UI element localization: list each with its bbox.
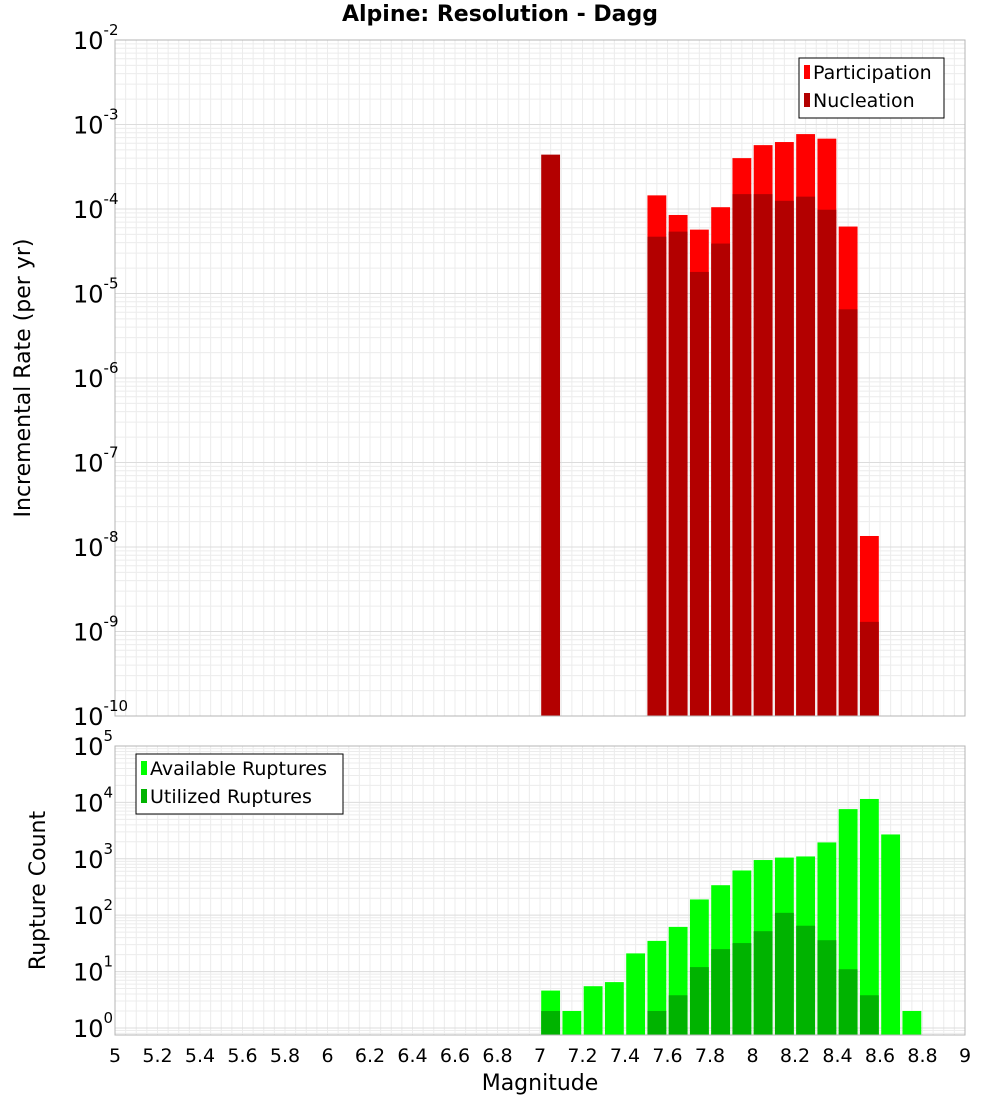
magnitude-x-axis-label: Magnitude [482, 1071, 599, 1096]
y-tick-label: 100 [73, 1009, 113, 1043]
available-ruptures-bar [859, 798, 879, 1035]
x-tick-label: 8.6 [865, 1045, 895, 1067]
rate-grid [114, 39, 966, 717]
x-tick-label: 5.4 [185, 1045, 215, 1067]
count-y-ticks: 100 101 102 103 104 105 [73, 727, 113, 1043]
x-tick-label: 8.4 [822, 1045, 852, 1067]
utilized-ruptures-bar [774, 912, 794, 1035]
count-plot: 100 101 102 103 104 105 5 5.2 5.4 5.6 5.8 6 6.2 6.4 6… [26, 727, 971, 1096]
y-tick-label: 10-4 [73, 190, 119, 224]
x-tick-label: 9 [959, 1045, 971, 1067]
x-tick-label: 7.2 [567, 1045, 597, 1067]
magnitude-x-ticks: 5 5.2 5.4 5.6 5.8 6 6.2 6.4 6.6 6.8 7 7.2 7.4 7.6 7.8 8… [109, 1045, 971, 1067]
utilized-ruptures-bar [689, 967, 709, 1035]
x-tick-label: 6 [321, 1045, 333, 1067]
nucleation-bar [838, 309, 858, 716]
x-tick-label: 7 [534, 1045, 546, 1067]
rate-legend: Participation Nucleation [798, 57, 945, 119]
y-tick-label: 103 [73, 840, 113, 874]
y-tick-label: 10-10 [73, 697, 128, 731]
utilized-ruptures-bar [668, 995, 688, 1035]
y-tick-label: 10-9 [73, 613, 119, 647]
utilized-ruptures-bar [817, 940, 837, 1035]
y-tick-label: 10-3 [73, 106, 119, 140]
y-tick-label: 10-6 [73, 359, 119, 393]
nucleation-bar [774, 200, 794, 717]
y-tick-label: 101 [73, 953, 113, 987]
rate-plot-frame [114, 39, 966, 717]
available-ruptures-bar [626, 953, 646, 1035]
nucleation-bar [859, 621, 879, 716]
utilized-ruptures-bar [753, 931, 773, 1035]
chart-title: Alpine: Resolution - Dagg [341, 2, 659, 27]
y-tick-label: 10-8 [73, 528, 119, 562]
x-tick-label: 6.4 [397, 1045, 427, 1067]
utilized-ruptures-bar [711, 949, 731, 1035]
nucleation-bar [753, 194, 773, 716]
rate-bars [541, 134, 879, 717]
x-tick-label: 5.8 [270, 1045, 300, 1067]
nucleation-bar [668, 231, 688, 716]
count-legend: Available Ruptures Utilized Ruptures [135, 753, 344, 815]
nucleation-bar [647, 236, 667, 716]
legend-swatch [804, 93, 810, 107]
utilized-ruptures-bar [838, 969, 858, 1035]
x-tick-label: 7.4 [610, 1045, 640, 1067]
x-tick-label: 7.6 [652, 1045, 682, 1067]
x-tick-label: 5.2 [142, 1045, 172, 1067]
nucleation-bar [689, 271, 709, 716]
utilized-ruptures-bar [796, 925, 816, 1035]
utilized-ruptures-bar [859, 995, 879, 1035]
available-ruptures-bar [604, 982, 624, 1035]
legend-swatch [141, 761, 147, 775]
available-ruptures-bar [562, 1010, 582, 1035]
y-tick-label: 104 [73, 783, 113, 817]
utilized-ruptures-bar [732, 943, 752, 1035]
x-tick-label: 8 [746, 1045, 758, 1067]
available-ruptures-bar [583, 986, 603, 1035]
legend-swatch [804, 65, 810, 79]
available-ruptures-bar [902, 1010, 922, 1035]
utilized-ruptures-bar [541, 1010, 561, 1035]
y-tick-label: 10-5 [73, 275, 119, 309]
x-tick-label: 6.6 [440, 1045, 470, 1067]
legend-label: Participation [813, 62, 932, 84]
y-tick-label: 102 [73, 896, 113, 930]
x-tick-label: 8.8 [907, 1045, 937, 1067]
legend-label: Nucleation [813, 90, 915, 112]
x-tick-label: 6.8 [482, 1045, 512, 1067]
legend-label: Available Ruptures [150, 758, 327, 780]
utilized-ruptures-bar [647, 1010, 667, 1035]
rate-y-axis-label: Incremental Rate (per yr) [11, 239, 36, 518]
nucleation-bar [817, 209, 837, 716]
count-y-axis-label: Rupture Count [26, 811, 51, 971]
legend-swatch [141, 789, 147, 803]
nucleation-bar [732, 194, 752, 716]
y-tick-label: 105 [73, 727, 113, 761]
count-plot-frame [114, 745, 966, 1036]
y-tick-label: 10-7 [73, 444, 119, 478]
nucleation-bar [541, 154, 561, 717]
x-tick-label: 5.6 [227, 1045, 257, 1067]
nucleation-bar [796, 196, 816, 717]
x-tick-label: 6.2 [355, 1045, 385, 1067]
rate-y-ticks: 10-10 10-9 10-8 10-7 10-6 10-5 10-4 10-3 10-2 [73, 21, 128, 731]
x-tick-label: 8.2 [780, 1045, 810, 1067]
legend-box [135, 753, 344, 815]
legend-label: Utilized Ruptures [150, 786, 312, 808]
legend-box [798, 57, 945, 119]
nucleation-bar [711, 243, 731, 716]
x-tick-label: 7.8 [695, 1045, 725, 1067]
count-bars [541, 798, 922, 1035]
x-tick-label: 5 [109, 1045, 121, 1067]
available-ruptures-bar [881, 834, 901, 1035]
rate-plot: 10-10 10-9 10-8 10-7 10-6 10-5 10-4 10-3 10-2 In… [11, 21, 966, 731]
y-tick-label: 10-2 [73, 21, 119, 55]
